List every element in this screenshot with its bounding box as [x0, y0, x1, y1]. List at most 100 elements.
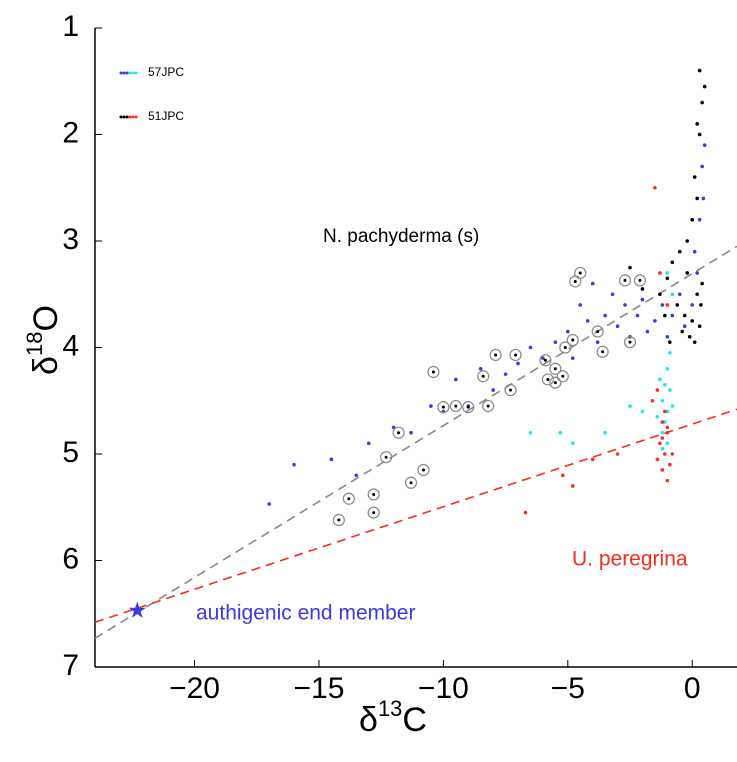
circled-point	[449, 399, 462, 413]
point	[660, 446, 665, 451]
circled-point	[596, 345, 609, 358]
point	[660, 303, 665, 307]
point	[670, 452, 675, 456]
point	[650, 398, 655, 403]
point	[668, 340, 672, 344]
point	[658, 441, 662, 446]
circled-point	[489, 348, 502, 362]
point	[528, 345, 533, 350]
point	[677, 249, 682, 254]
point	[658, 377, 662, 382]
point	[665, 478, 670, 483]
circled-point-dot	[628, 340, 632, 344]
point	[523, 510, 528, 515]
point	[653, 185, 657, 190]
legend-swatch	[119, 115, 123, 119]
circled-point-dot	[384, 455, 388, 459]
circled-point-dot	[372, 511, 376, 515]
y-tick-label: 4	[62, 329, 79, 362]
y-tick-label: 6	[62, 542, 79, 575]
point	[635, 313, 640, 318]
circled-point	[332, 513, 345, 527]
point	[695, 271, 699, 275]
point	[292, 462, 296, 467]
circled-point	[417, 463, 430, 477]
fit-line	[94, 245, 737, 639]
circled-point	[556, 370, 569, 383]
circled-point-dot	[421, 468, 425, 472]
legend-swatch	[119, 71, 123, 75]
point	[366, 441, 371, 446]
point	[454, 377, 458, 382]
point	[623, 303, 627, 307]
circled-point-dot	[546, 377, 550, 381]
point	[695, 196, 699, 201]
circled-point	[367, 488, 380, 501]
circled-point	[569, 275, 582, 288]
legend-swatch	[134, 115, 138, 119]
circled-point-dot	[543, 358, 547, 362]
circled-point-dot	[466, 405, 470, 409]
circled-point-dot	[514, 353, 518, 357]
point	[491, 388, 495, 392]
point	[665, 409, 670, 414]
circled-point	[559, 341, 572, 354]
x-tick-label: 0	[684, 672, 701, 705]
circled-point-dot	[481, 374, 485, 378]
point	[610, 292, 615, 297]
y-tick-label: 2	[62, 116, 79, 149]
circled-point	[549, 362, 562, 375]
point	[685, 271, 690, 275]
label-part: C	[402, 701, 427, 739]
point	[561, 473, 565, 478]
y-tick-label: 5	[62, 436, 79, 469]
point	[692, 340, 697, 344]
circled-point-dot	[441, 405, 445, 409]
x-tick-label: −15	[294, 672, 345, 705]
circled-point	[541, 373, 554, 386]
point	[699, 303, 703, 307]
point	[668, 388, 672, 392]
label-part: O	[27, 305, 65, 331]
point	[578, 303, 583, 307]
point	[590, 457, 595, 462]
y-tick-label: 3	[62, 223, 79, 256]
circled-point-dot	[553, 381, 557, 385]
point	[682, 313, 687, 318]
point	[660, 430, 665, 435]
circled-point	[427, 365, 440, 379]
point	[570, 356, 575, 360]
point	[660, 420, 665, 424]
point	[603, 313, 607, 318]
circled-point-dot	[578, 271, 582, 275]
circled-point	[566, 333, 579, 347]
point	[670, 404, 675, 408]
point	[695, 122, 699, 126]
circled-point	[380, 451, 393, 464]
point	[503, 372, 508, 376]
circled-point-dot	[397, 431, 401, 435]
circled-point	[462, 401, 475, 414]
point	[702, 143, 707, 147]
point	[682, 324, 687, 329]
point	[603, 430, 607, 435]
circled-point	[342, 492, 355, 505]
label-part: 13	[378, 696, 402, 721]
circled-point-dot	[347, 497, 351, 501]
point	[697, 324, 702, 329]
point	[663, 409, 667, 414]
point	[565, 329, 570, 334]
point	[668, 462, 672, 467]
circled-point-dot	[623, 278, 627, 282]
point	[553, 340, 558, 344]
annotation: N. pachyderma (s)	[323, 226, 479, 247]
point	[658, 271, 662, 275]
circled-point-dot	[486, 404, 490, 408]
circled-point	[591, 325, 604, 338]
circled-point-dot	[573, 279, 577, 283]
point	[697, 132, 702, 137]
point	[665, 425, 670, 430]
circled-point-dot	[638, 278, 642, 282]
legend-label: 57JPC	[148, 65, 184, 79]
